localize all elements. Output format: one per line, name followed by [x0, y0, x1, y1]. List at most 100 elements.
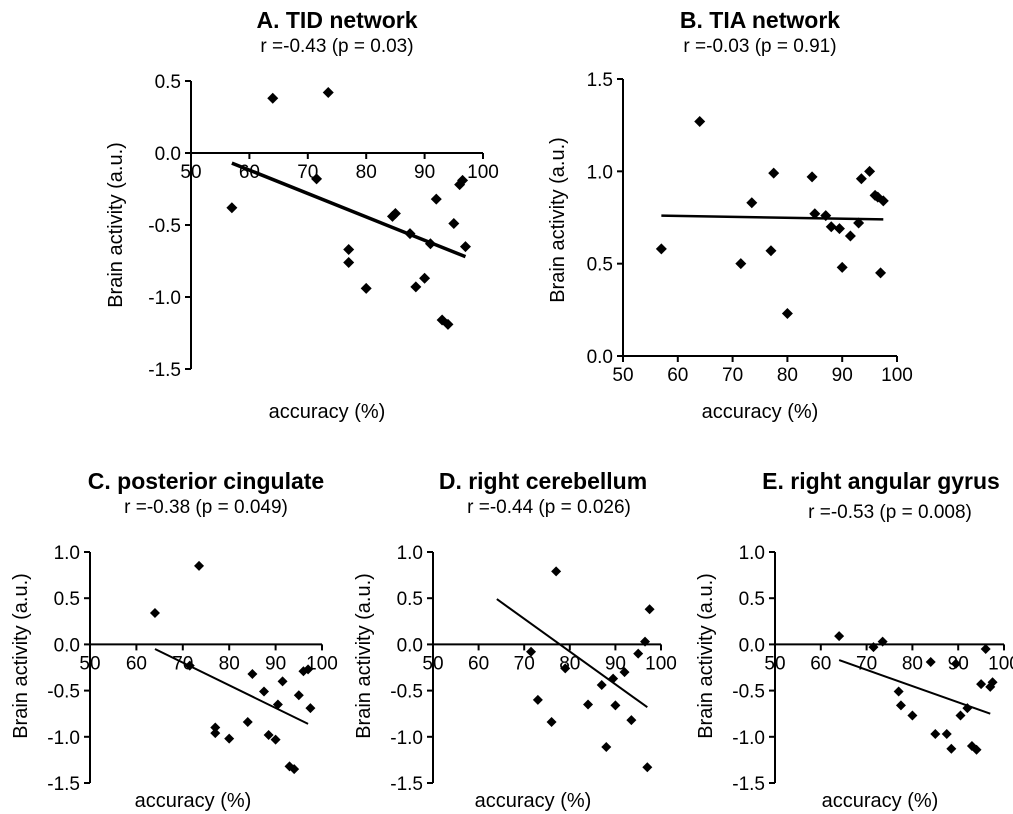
data-point [833, 223, 845, 235]
panel-c: C. posterior cingulate r =-0.38 (p = 0.0… [10, 468, 338, 812]
data-point [930, 729, 941, 740]
data-point [877, 195, 889, 207]
panel-b-title: B. TIA network [680, 7, 840, 33]
y-tick-label: 0.5 [155, 72, 181, 93]
y-tick-label: 0.0 [155, 144, 181, 165]
x-tick-label: 50 [764, 653, 785, 674]
data-point [980, 644, 991, 655]
x-tick-label: 60 [126, 653, 147, 674]
data-point [655, 243, 667, 255]
data-point [532, 694, 543, 705]
x-tick-label: 50 [180, 162, 201, 183]
data-point [868, 642, 879, 653]
x-tick-label: 90 [414, 162, 435, 183]
data-point [272, 699, 283, 710]
data-point [809, 208, 821, 220]
data-point [640, 636, 651, 647]
data-point [583, 699, 594, 710]
data-point [410, 281, 422, 293]
data-point [551, 566, 562, 577]
data-point [457, 174, 469, 186]
data-point [825, 221, 837, 233]
data-point [864, 165, 876, 177]
data-point [950, 658, 961, 669]
y-tick-label: -0.5 [148, 216, 181, 237]
data-point [277, 676, 288, 687]
x-tick-label: 50 [612, 365, 633, 386]
y-tick-label: 1.5 [587, 70, 613, 91]
y-tick-label: 0.5 [587, 255, 613, 276]
data-point [806, 171, 818, 183]
data-point [259, 686, 269, 697]
regression-line [154, 648, 309, 725]
data-point [459, 241, 471, 253]
data-point [263, 729, 274, 740]
data-point [303, 664, 314, 675]
data-point [184, 660, 195, 671]
data-point [343, 256, 355, 268]
y-tick-label: -1.5 [390, 774, 423, 795]
data-point [322, 87, 334, 99]
panel-a-xlabel: accuracy (%) [269, 401, 386, 423]
data-point [210, 722, 221, 733]
data-point [925, 656, 936, 667]
data-point [289, 764, 300, 775]
data-point [836, 261, 848, 273]
panel-e-xlabel: accuracy (%) [822, 790, 939, 812]
panel-d-title: D. right cerebellum [439, 468, 647, 494]
data-point [226, 202, 238, 214]
data-point [987, 677, 998, 688]
y-tick-label: -1.0 [148, 288, 181, 309]
panel-b-xlabel: accuracy (%) [702, 401, 819, 423]
data-point [893, 686, 904, 697]
panel-a-plot: 0.50.0-0.5-1.0-1.550 60 70 80 90 100 [148, 72, 499, 381]
x-tick-label: 100 [988, 653, 1013, 674]
y-tick-label: -1.5 [732, 774, 765, 795]
data-point [855, 173, 867, 185]
panel-d-plot: 1.00.50.0-0.5-1.0-1.550 60 70 80 90 100 [390, 543, 677, 795]
data-point [560, 663, 571, 674]
x-tick-label: 100 [881, 365, 913, 386]
data-point [955, 710, 966, 721]
data-point [608, 673, 619, 684]
panel-c-ylabel: Brain activity (a.u.) [10, 573, 32, 739]
data-point [270, 734, 281, 745]
data-point [419, 272, 431, 284]
panel-b-stat: r =-0.03 (p = 0.91) [683, 36, 836, 57]
x-tick-label: 90 [832, 365, 853, 386]
data-point [633, 648, 644, 659]
y-tick-label: 0.5 [739, 589, 765, 610]
data-point [194, 560, 205, 571]
panel-c-title: C. posterior cingulate [88, 468, 324, 494]
data-point [877, 636, 888, 647]
x-tick-label: 90 [605, 653, 626, 674]
panel-e-ylabel: Brain activity (a.u.) [695, 573, 717, 739]
panel-c-stat: r =-0.38 (p = 0.049) [124, 497, 288, 518]
data-point [293, 690, 304, 701]
data-point [526, 646, 537, 657]
x-tick-label: 60 [667, 365, 688, 386]
regression-line [661, 214, 884, 221]
data-point [424, 238, 436, 250]
panel-b-plot: 1.5 1.0 0.5 0.050 60 70 80 90 100 [587, 70, 913, 386]
x-tick-label: 80 [777, 365, 798, 386]
y-tick-label: 1.0 [54, 543, 80, 564]
panel-a-ylabel: Brain activity (a.u.) [105, 142, 127, 308]
data-point [642, 762, 653, 773]
data-point [895, 700, 906, 711]
y-tick-label: -1.0 [390, 728, 423, 749]
data-point [735, 258, 747, 270]
data-point [844, 230, 856, 242]
data-point [389, 207, 401, 219]
data-point [976, 679, 987, 690]
panel-c-plot: 1.0 0.5 0.0 -0.5 -1.0 -1.5 50 60 70 80 90 100 [47, 543, 338, 795]
x-tick-label: 70 [722, 365, 743, 386]
x-tick-label: 50 [422, 653, 443, 674]
data-point [768, 167, 780, 179]
data-point [311, 173, 323, 185]
panel-d-xlabel: accuracy (%) [475, 790, 592, 812]
panel-e-title: E. right angular gyrus [762, 468, 1000, 494]
data-point [946, 743, 957, 754]
x-tick-label: 50 [79, 653, 100, 674]
